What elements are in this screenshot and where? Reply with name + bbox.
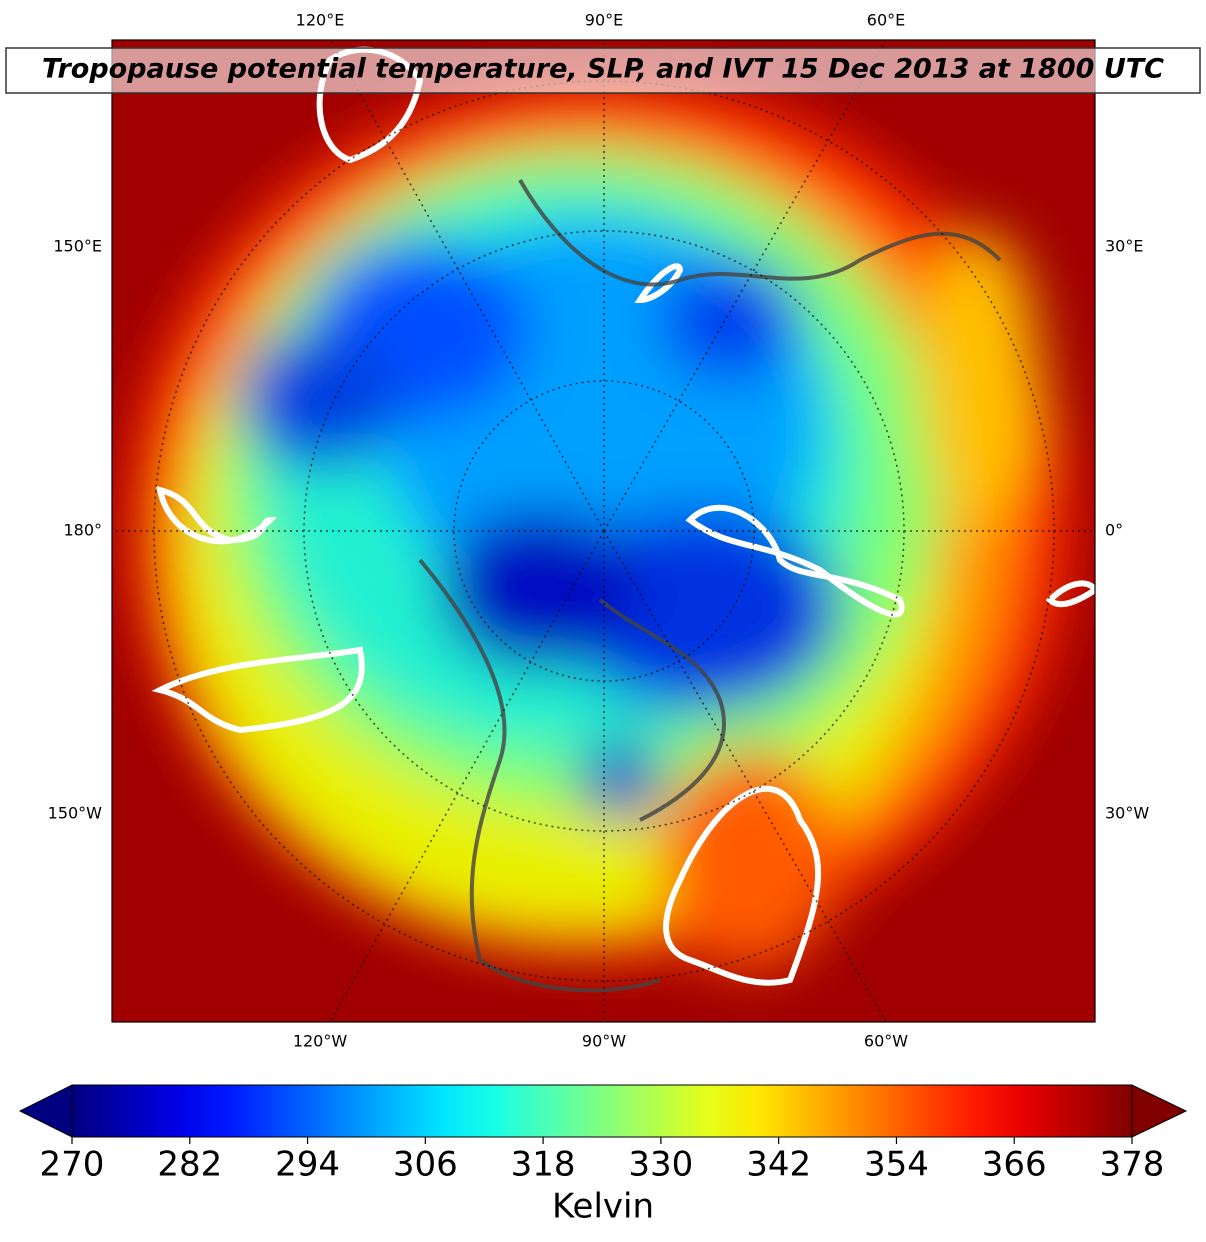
map-frame (111, 39, 1096, 1023)
lon-label: 150°W (48, 804, 103, 823)
colorbar-tick-label: 378 (1100, 1145, 1165, 1185)
colorbar-extend-low (18, 1084, 73, 1138)
lon-label: 30°E (1105, 237, 1143, 256)
colorbar-tick-label: 318 (511, 1145, 576, 1185)
colorbar-tick-label: 366 (982, 1145, 1047, 1185)
lon-label: 180° (63, 521, 102, 540)
colorbar-tick-label: 306 (393, 1145, 458, 1185)
lon-label: 0° (1105, 521, 1123, 540)
lon-label: 90°W (582, 1032, 626, 1051)
colorbar-tick-label: 270 (40, 1145, 105, 1185)
colorbar-tick-label: 282 (157, 1145, 222, 1185)
colorbar-tick-label: 330 (628, 1145, 693, 1185)
colorbar-label: Kelvin (552, 1187, 654, 1227)
map-field (112, 40, 1095, 1022)
colorbar-tick-label: 342 (746, 1145, 811, 1185)
lon-label: 150°E (53, 237, 102, 256)
colorbar-extend-high (1131, 1084, 1188, 1138)
lon-label: 120°E (296, 11, 345, 30)
colorbar-body (71, 1084, 1133, 1138)
lon-label: 30°W (1105, 804, 1149, 823)
map-title: Tropopause potential temperature, SLP, a… (42, 54, 1164, 85)
lon-label: 60°E (867, 11, 905, 30)
colorbar-tick-label: 294 (275, 1145, 340, 1185)
lon-label: 90°E (585, 11, 623, 30)
colorbar-tick-label: 354 (864, 1145, 929, 1185)
lon-label: 60°W (864, 1032, 908, 1051)
title-box (5, 47, 1201, 94)
lon-label: 120°W (293, 1032, 348, 1051)
colorbar: 270 282 294 306 318 330 342 354 366 378 (18, 1084, 1188, 1185)
